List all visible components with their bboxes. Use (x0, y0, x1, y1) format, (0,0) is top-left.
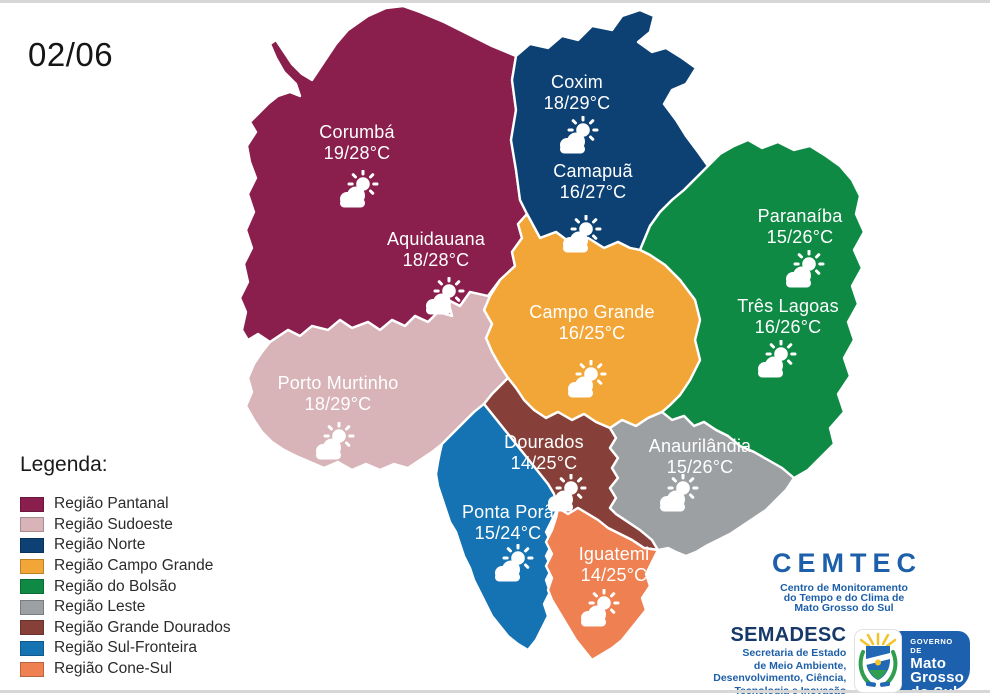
region-pantanal (238, 4, 529, 344)
city-name: Coxim (551, 72, 603, 92)
city-name: Camapuã (553, 161, 633, 181)
city-name: Ponta Porã (462, 502, 555, 522)
legend-item: Região Cone-Sul (20, 659, 231, 680)
city-corumba: Corumbá 19/28°C (319, 122, 395, 209)
legend-swatch (20, 537, 44, 553)
city-temp: 16/25°C (559, 323, 626, 343)
legend: Legenda: Região Pantanal Região Sudoeste… (20, 453, 231, 679)
city-porto-murtinho: Porto Murtinho 18/29°C (278, 373, 399, 461)
city-temp: 16/27°C (560, 182, 627, 202)
legend-swatch (20, 640, 44, 656)
top-divider (0, 0, 990, 3)
city-temp: 15/26°C (767, 227, 834, 247)
legend-item: Região do Bolsão (20, 576, 231, 597)
government-logos-row: SEMADESC Secretaria de Estado de Meio Am… (713, 624, 970, 694)
legend-swatch (20, 579, 44, 595)
city-coxim: Coxim 18/29°C (544, 72, 611, 155)
region-sul-fronteira (434, 402, 560, 652)
city-temp: 18/29°C (305, 394, 372, 414)
legend-item: Região Sul-Fronteira (20, 638, 231, 659)
branding-block: CEMTEC Centro de Monitoramento do Tempo … (713, 548, 970, 694)
city-temp: 16/26°C (755, 317, 822, 337)
city-dourados: Dourados 14/25°C (504, 432, 587, 513)
region-cone-sul (544, 506, 660, 662)
city-campo-grande: Campo Grande 16/25°C (529, 302, 655, 399)
city-temp: 19/28°C (324, 143, 391, 163)
regions-layer (238, 4, 866, 662)
cemtec-tagline: Centro de Monitoramento do Tempo e do Cl… (780, 582, 908, 614)
city-name: Aquidauana (387, 229, 486, 249)
legend-item: Região Sudoeste (20, 515, 231, 536)
semadesc-wordmark: SEMADESC (730, 624, 847, 646)
city-temp: 18/29°C (544, 93, 611, 113)
city-temp: 14/25°C (581, 565, 648, 585)
region-leste (608, 410, 796, 558)
city-temp: 18/28°C (403, 250, 470, 270)
cemtec-wordmark: CEMTEC (772, 548, 922, 578)
city-name: Três Lagoas (737, 296, 839, 316)
legend-swatch (20, 496, 44, 512)
coat-of-arms-icon (858, 632, 898, 687)
legend-item: Região Campo Grande (20, 556, 231, 577)
governo-ms-logo: GOVERNO DE Mato Grosso do Sul (895, 630, 970, 694)
bottom-divider (0, 690, 990, 693)
legend-swatch (20, 620, 44, 636)
city-iguatemi: Iguatemi 14/25°C (579, 544, 650, 628)
city-name: Dourados (504, 432, 584, 452)
city-camapua: Camapuã 16/27°C (553, 161, 633, 254)
legend-item: Região Norte (20, 535, 231, 556)
city-temp: 15/26°C (667, 457, 734, 477)
city-labels-layer: Corumbá 19/28°C Aquidauana 18/28°C Coxim… (278, 72, 844, 628)
city-temp: 14/25°C (511, 453, 578, 473)
legend-item: Região Grande Dourados (20, 618, 231, 639)
legend-swatch (20, 661, 44, 677)
legend-swatch (20, 599, 44, 615)
cemtec-logo: CEMTEC Centro de Monitoramento do Tempo … (718, 548, 970, 613)
city-anaurilandia: Anaurilândia 15/26°C (649, 436, 752, 513)
city-aquidauana: Aquidauana 18/28°C (387, 229, 486, 316)
city-name: Iguatemi (579, 544, 650, 564)
date-label: 02/06 (28, 36, 114, 73)
legend-swatch (20, 517, 44, 533)
city-ponta-pora: Ponta Porã 15/24°C (462, 502, 555, 583)
city-paranaiba: Paranaíba 15/26°C (758, 206, 844, 289)
city-name: Paranaíba (758, 206, 844, 226)
legend-title: Legenda: (20, 453, 108, 476)
city-tres-lagoas: Três Lagoas 16/26°C (737, 296, 839, 379)
city-name: Anaurilândia (649, 436, 752, 456)
city-name: Corumbá (319, 122, 395, 142)
city-temp: 15/24°C (475, 523, 542, 543)
legend-swatch (20, 558, 44, 574)
city-name: Campo Grande (529, 302, 654, 322)
legend-item: Região Leste (20, 597, 231, 618)
semadesc-logo: SEMADESC Secretaria de Estado de Meio Am… (713, 624, 847, 694)
city-name: Porto Murtinho (278, 373, 399, 393)
coat-of-arms-ms (854, 628, 903, 693)
legend-item: Região Pantanal (20, 494, 231, 515)
